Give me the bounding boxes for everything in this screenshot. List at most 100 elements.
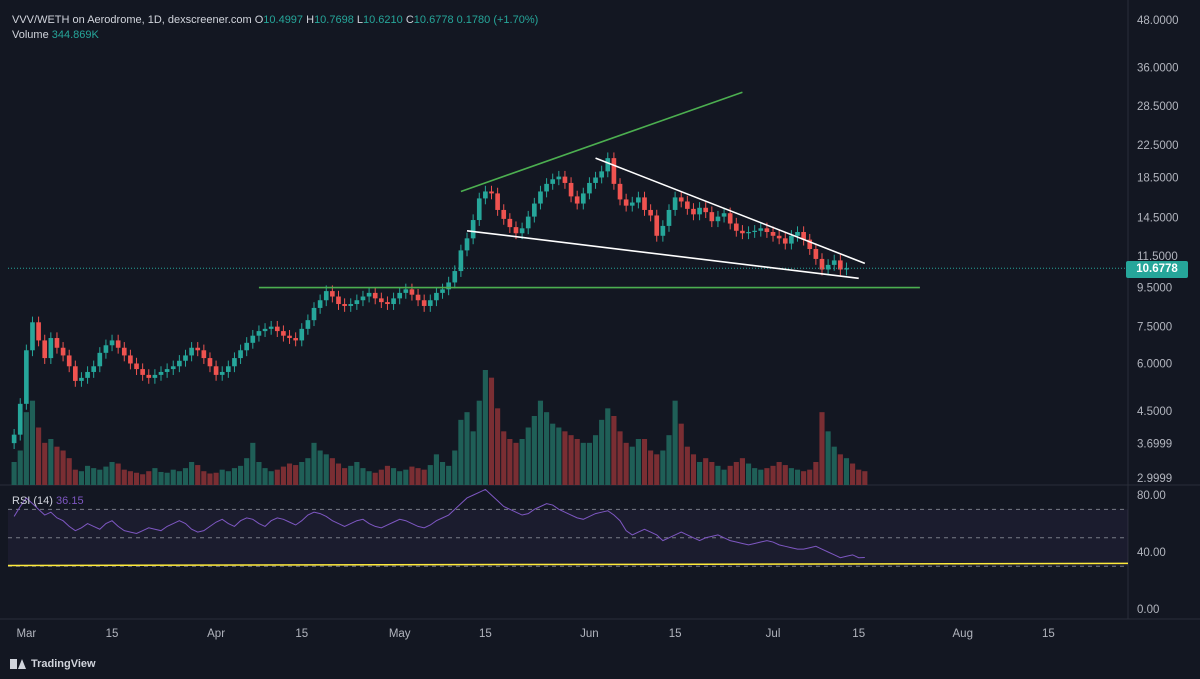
volume-bar xyxy=(660,450,666,485)
volume-bar xyxy=(605,408,611,485)
high-value: 10.7698 xyxy=(314,14,354,26)
time-tick-label: 15 xyxy=(669,628,682,640)
volume-bar xyxy=(519,439,525,485)
volume-bar xyxy=(256,462,262,485)
candle-body xyxy=(421,300,427,306)
volume-bar xyxy=(525,427,531,485)
volume-bar xyxy=(91,468,97,485)
volume-bar xyxy=(409,466,415,485)
volume-bar xyxy=(825,431,831,485)
candle-body xyxy=(495,193,500,210)
candle-body xyxy=(293,338,298,341)
price-tick-label: 22.5000 xyxy=(1137,140,1179,152)
volume-bar xyxy=(611,416,617,485)
volume-bar xyxy=(568,435,574,485)
candle-body xyxy=(611,158,617,184)
volume-bar xyxy=(127,471,133,485)
volume-bar xyxy=(219,469,225,485)
volume-bar xyxy=(397,471,403,485)
candle-body xyxy=(446,282,451,290)
symbol-title: VVV/WETH on Aerodrome, 1D, dexscreener.c… xyxy=(12,14,252,26)
volume-bar xyxy=(764,468,770,485)
candle-body xyxy=(323,291,329,301)
volume-bar xyxy=(599,419,605,485)
volume-bar xyxy=(690,454,697,485)
volume-bar xyxy=(182,468,189,485)
candle-body xyxy=(464,238,470,251)
volume-bar xyxy=(286,463,293,485)
high-label: H xyxy=(306,14,315,26)
candle-body xyxy=(721,213,727,217)
volume-bar xyxy=(323,454,329,485)
price-tick-label: 18.5000 xyxy=(1137,172,1179,184)
price-tick-label: 2.9999 xyxy=(1137,473,1172,485)
volume-bar xyxy=(641,439,648,485)
volume-bar xyxy=(446,465,452,485)
candle-body xyxy=(415,294,421,301)
time-tick-label: 15 xyxy=(295,628,308,640)
rsi-tick-label: 0.00 xyxy=(1137,604,1159,616)
volume-bar xyxy=(299,462,305,485)
volume-bar xyxy=(293,465,299,485)
volume-bar xyxy=(115,463,121,485)
candle-body xyxy=(776,235,782,239)
volume-bar xyxy=(697,462,703,485)
candle-body xyxy=(697,207,702,215)
volume-bar xyxy=(170,469,176,485)
candle-body xyxy=(434,292,439,301)
volume-bar xyxy=(513,442,519,485)
volume-bar xyxy=(366,471,372,485)
volume-bar xyxy=(550,423,556,485)
volume-bar xyxy=(574,439,580,485)
candle-body xyxy=(60,347,66,356)
candle-body xyxy=(501,209,507,219)
candle-body xyxy=(580,193,586,204)
volume-bar xyxy=(813,462,819,485)
candle-body xyxy=(109,340,115,346)
candle-body xyxy=(36,322,41,341)
candle-body xyxy=(177,360,182,367)
volume-bar xyxy=(629,446,635,485)
volume-bar xyxy=(544,412,550,485)
candle-body xyxy=(556,176,562,180)
volume-label: Volume xyxy=(12,29,49,41)
candle-body xyxy=(354,300,360,305)
candle-body xyxy=(232,358,237,367)
volume-bar xyxy=(684,446,690,485)
candle-body xyxy=(268,326,274,329)
candle-body xyxy=(91,366,97,372)
volume-bar xyxy=(11,462,17,485)
volume-bar xyxy=(856,469,862,485)
candle-body xyxy=(85,371,90,378)
volume-bar xyxy=(280,466,286,485)
candle-body xyxy=(764,228,770,233)
volume-bar xyxy=(782,465,788,485)
time-tick-label: Jul xyxy=(766,628,781,640)
volume-bar xyxy=(348,465,354,485)
time-tick-label: Jun xyxy=(580,628,599,640)
volume-bar xyxy=(831,446,837,485)
volume-bar xyxy=(176,471,182,485)
volume-bar xyxy=(476,400,482,485)
candle-body xyxy=(201,350,207,359)
volume-bar xyxy=(60,450,66,485)
volume-bar xyxy=(72,469,78,485)
candle-body xyxy=(727,213,733,224)
volume-bar xyxy=(84,465,91,485)
falling-support-line xyxy=(466,229,859,280)
volume-bar xyxy=(36,427,42,485)
candle-body xyxy=(391,298,396,305)
candle-body xyxy=(593,177,598,183)
volume-bar xyxy=(17,450,23,485)
volume-bar xyxy=(776,462,782,485)
volume-bar xyxy=(488,377,495,485)
candle-body xyxy=(17,403,23,435)
volume-bar xyxy=(103,466,109,485)
candle-body xyxy=(831,260,837,265)
volume-bar xyxy=(152,468,158,485)
time-tick-label: 15 xyxy=(1042,628,1055,640)
candle-body xyxy=(507,218,513,228)
rsi-ma-line xyxy=(7,562,1129,567)
volume-bar xyxy=(592,435,599,485)
